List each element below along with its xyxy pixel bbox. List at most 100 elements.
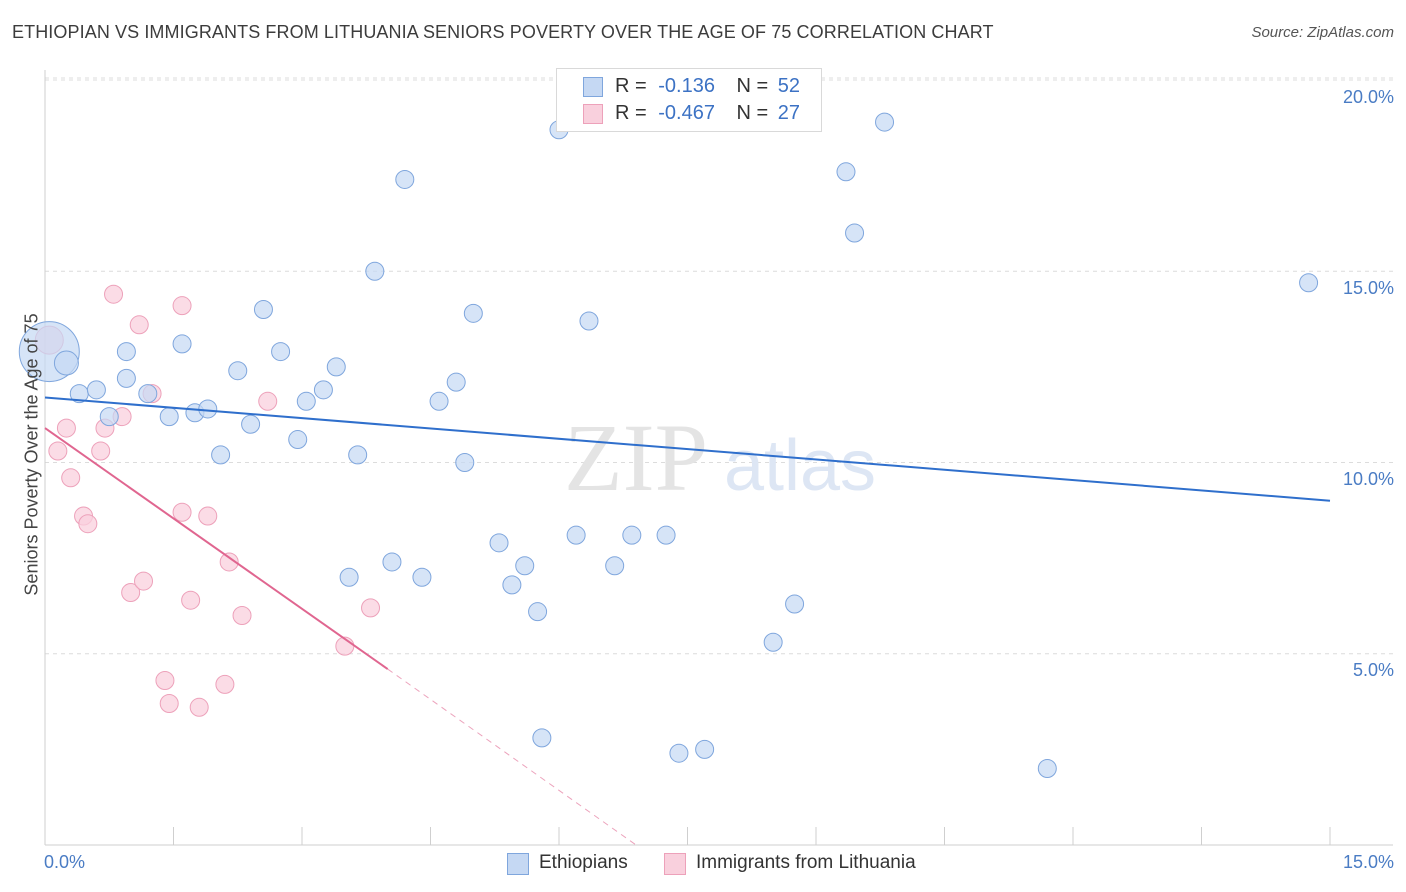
watermark: ZIP atlas: [564, 404, 876, 511]
series-lithuania-points: [34, 284, 381, 717]
ethiopians-point[interactable]: [241, 414, 261, 434]
r-value: -0.136: [658, 75, 715, 97]
ethiopians-swatch: [583, 77, 603, 97]
ethiopians-point[interactable]: [296, 391, 316, 411]
ethiopians-point[interactable]: [339, 567, 359, 587]
ethiopians-point[interactable]: [622, 525, 642, 545]
lithuania-point[interactable]: [78, 514, 98, 534]
ethiopians-point[interactable]: [695, 739, 715, 759]
ethiopians-point[interactable]: [313, 380, 333, 400]
ethiopians-point[interactable]: [785, 594, 805, 614]
watermark-zip: ZIP: [564, 404, 708, 511]
ethiopians-point[interactable]: [528, 602, 548, 622]
ethiopians-point[interactable]: [395, 169, 415, 189]
lithuania-point[interactable]: [121, 583, 141, 603]
ethiopians-point[interactable]: [566, 525, 586, 545]
ethiopians-point[interactable]: [446, 372, 466, 392]
lithuania-point[interactable]: [219, 552, 239, 572]
n-label: N =: [736, 75, 769, 97]
n-value: 27: [777, 102, 801, 124]
gridlines: [45, 77, 1393, 655]
ethiopians-point[interactable]: [579, 311, 599, 331]
ethiopians-point[interactable]: [463, 303, 483, 323]
ethiopians-point[interactable]: [605, 556, 625, 576]
lithuania-point[interactable]: [61, 468, 81, 488]
legend-label: Immigrants from Lithuania: [696, 852, 916, 873]
lithuania-point[interactable]: [91, 441, 111, 461]
lithuania-point[interactable]: [198, 506, 218, 526]
ethiopians-point[interactable]: [288, 430, 308, 450]
ethiopians-point[interactable]: [253, 300, 273, 319]
ethiopians-point[interactable]: [348, 445, 368, 465]
ethiopians-point[interactable]: [1037, 759, 1057, 778]
lithuania-point[interactable]: [172, 296, 192, 316]
ethiopians-point[interactable]: [211, 445, 231, 465]
lithuania-point[interactable]: [172, 502, 192, 522]
ethiopians-point[interactable]: [489, 533, 509, 553]
x-tick-label: 15.0%: [1342, 852, 1394, 872]
ethiopians-point[interactable]: [455, 453, 475, 472]
watermark-atlas: atlas: [724, 426, 876, 506]
lithuania-trend-extension: [387, 668, 637, 846]
series-ethiopians-points: [18, 93, 1319, 778]
ethiopians-point[interactable]: [1299, 273, 1319, 293]
ethiopians-point[interactable]: [116, 368, 136, 388]
y-tick-label: 15.0%: [1342, 278, 1394, 298]
ethiopians-trend-line: [44, 396, 1331, 502]
lithuania-point[interactable]: [258, 391, 278, 411]
ethiopians-point[interactable]: [836, 162, 856, 182]
ethiopians-point[interactable]: [99, 407, 119, 427]
lithuania-point[interactable]: [155, 671, 175, 691]
trend-lines: [44, 396, 1331, 846]
ethiopians-point[interactable]: [763, 632, 783, 652]
lithuania-point[interactable]: [129, 315, 149, 335]
y-tick-label: 20.0%: [1342, 87, 1394, 107]
ethiopians-point[interactable]: [875, 112, 895, 132]
ethiopians-point[interactable]: [159, 407, 179, 427]
ethiopians-point[interactable]: [116, 342, 136, 362]
ethiopians-point[interactable]: [172, 334, 192, 354]
lithuania-point[interactable]: [48, 441, 68, 461]
y-tick-label: 10.0%: [1342, 469, 1394, 489]
legend-series: Ethiopians Immigrants from Lithuania: [0, 852, 1406, 878]
ethiopians-point[interactable]: [845, 223, 865, 243]
ethiopians-point[interactable]: [86, 380, 106, 400]
ethiopians-point[interactable]: [515, 556, 535, 576]
ethiopians-point[interactable]: [669, 743, 689, 763]
ethiopians-point[interactable]: [271, 342, 291, 362]
ethiopians-point[interactable]: [138, 384, 158, 404]
legend-label: Ethiopians: [539, 852, 628, 873]
lithuania-trend-line: [44, 427, 389, 670]
axes: [44, 70, 1393, 846]
lithuania-point[interactable]: [189, 697, 209, 717]
r-label: R =: [615, 75, 647, 97]
ethiopians-point[interactable]: [228, 361, 248, 381]
ethiopians-point[interactable]: [53, 350, 79, 376]
ethiopians-point[interactable]: [382, 552, 402, 572]
ethiopians-point[interactable]: [429, 391, 449, 411]
x-tick-label: 0.0%: [44, 852, 86, 872]
ethiopians-point[interactable]: [326, 357, 346, 377]
lithuania-point[interactable]: [181, 590, 201, 610]
y-axis-label: Seniors Poverty Over the Age of 75: [21, 313, 42, 596]
chart-title: ETHIOPIAN VS IMMIGRANTS FROM LITHUANIA S…: [12, 22, 994, 42]
ethiopians-point[interactable]: [532, 728, 552, 748]
ethiopians-swatch: [507, 853, 529, 875]
legend-stats: R = -0.136 N = 52 R = -0.467 N = 27: [556, 68, 822, 132]
lithuania-point[interactable]: [215, 674, 235, 694]
ethiopians-point[interactable]: [412, 567, 432, 587]
ethiopians-point[interactable]: [502, 575, 522, 595]
lithuania-point[interactable]: [159, 693, 179, 713]
ethiopians-point[interactable]: [198, 399, 218, 419]
lithuania-point[interactable]: [56, 418, 76, 438]
lithuania-point[interactable]: [104, 284, 124, 304]
lithuania-point[interactable]: [232, 606, 252, 625]
lithuania-swatch: [583, 104, 603, 124]
n-label: N =: [736, 102, 769, 124]
ethiopians-point[interactable]: [365, 261, 385, 281]
lithuania-point[interactable]: [361, 598, 381, 618]
ethiopians-point[interactable]: [656, 525, 676, 545]
lithuania-point[interactable]: [134, 571, 154, 591]
n-value: 52: [777, 75, 801, 97]
